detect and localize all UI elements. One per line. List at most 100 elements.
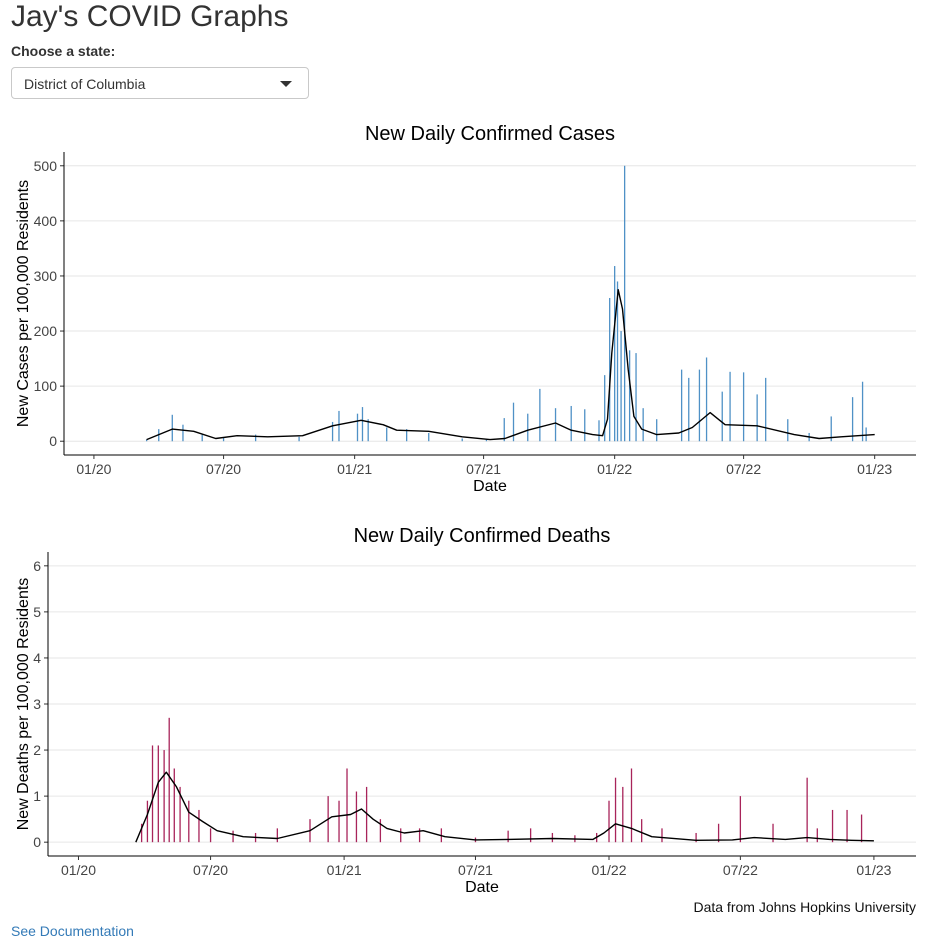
cases-bar [485, 439, 488, 442]
cases-bar [721, 391, 723, 442]
deaths-bar [346, 768, 348, 843]
cases-y-tick-label: 100 [34, 378, 58, 394]
cases-bar [171, 414, 173, 442]
cases-bar [865, 427, 867, 442]
deaths-bar [772, 823, 774, 843]
deaths-x-tick-label: 01/22 [591, 862, 626, 878]
cases-bar [367, 419, 369, 442]
state-select-label: Choose a state: [11, 43, 116, 59]
deaths-x-tick-label: 07/22 [723, 862, 758, 878]
deaths-bar [355, 791, 358, 843]
documentation-link[interactable]: See Documentation [11, 923, 134, 939]
deaths-bar [641, 819, 643, 843]
deaths-bar [232, 830, 234, 843]
app-title: Jay's COVID Graphs [11, 0, 289, 33]
cases-bar [428, 432, 430, 442]
cases-bar [298, 436, 300, 442]
cases-bar [503, 418, 505, 442]
deaths-bar [622, 786, 624, 843]
cases-bar [688, 377, 690, 442]
deaths-bar [163, 750, 165, 843]
deaths-y-tick-label: 3 [33, 696, 41, 712]
cases-bar [182, 424, 184, 442]
cases-x-tick-label: 01/21 [337, 461, 372, 477]
deaths-bar [739, 796, 742, 843]
cases-bar [386, 427, 388, 442]
cases-trend-line [146, 288, 875, 441]
cases-bar [461, 438, 463, 442]
cases-bar [554, 408, 557, 442]
deaths-bar [400, 828, 402, 843]
deaths-bar [365, 786, 368, 843]
deaths-y-tick-label: 2 [33, 742, 41, 758]
deaths-bar [146, 800, 149, 843]
cases-bar [830, 416, 832, 442]
cases-bar [729, 371, 731, 442]
cases-x-tick-label: 07/22 [726, 461, 761, 477]
cases-bar [742, 372, 745, 442]
cases-bar [145, 439, 148, 442]
deaths-bar [529, 828, 532, 843]
cases-bar [539, 388, 541, 442]
cases-bar [698, 369, 701, 442]
cases-bar [406, 429, 408, 442]
deaths-bar [551, 832, 554, 843]
deaths-title: New Daily Confirmed Deaths [354, 525, 611, 547]
cases-y-axis-label: New Cases per 100,000 Residents [15, 180, 32, 427]
cases-bar [851, 397, 854, 442]
cases-bar [584, 409, 586, 442]
deaths-bar [717, 823, 720, 843]
deaths-bar [831, 809, 834, 843]
state-select[interactable]: District of Columbia [11, 67, 309, 99]
cases-bar [512, 402, 515, 442]
cases-chart: New Daily Confirmed Cases 0 100 200 300 400 50… [15, 123, 916, 495]
deaths-bar [157, 745, 159, 843]
cases-x-tick-label: 01/20 [76, 461, 111, 477]
deaths-x-tick-label: 01/21 [327, 862, 362, 878]
cases-bar [623, 165, 626, 442]
deaths-chart: New Daily Confirmed Deaths 0 1 2 3 4 5 6 01/20 07… [15, 525, 916, 896]
cases-bar [570, 405, 572, 442]
cases-bar [222, 437, 225, 442]
deaths-bar [209, 828, 212, 843]
deaths-bar [507, 830, 509, 843]
deaths-bar [661, 828, 663, 843]
cases-bar [598, 420, 600, 442]
cases-bar [361, 407, 364, 442]
cases-y-tick-label: 0 [49, 433, 57, 449]
deaths-y-tick-label: 1 [33, 788, 41, 804]
deaths-bar [630, 768, 633, 843]
deaths-bar [338, 800, 340, 843]
deaths-trend-line [135, 771, 874, 843]
deaths-x-tick-label: 01/23 [856, 862, 891, 878]
deaths-bar [140, 823, 143, 843]
cases-bar [635, 353, 637, 442]
cases-y-tick-label: 300 [34, 268, 58, 284]
cases-y-tick-label: 500 [34, 158, 58, 174]
data-source-credit: Data from Johns Hopkins University [693, 899, 916, 915]
deaths-y-axis-label: New Deaths per 100,000 Residents [15, 578, 32, 831]
deaths-bar [418, 828, 421, 843]
deaths-bar [614, 777, 617, 843]
deaths-y-tick-label: 5 [33, 604, 41, 620]
deaths-x-axis-label: Date [465, 879, 499, 896]
cases-bar [765, 377, 767, 442]
cases-bar [656, 419, 658, 442]
cases-bar [620, 331, 622, 442]
deaths-bar [179, 786, 181, 843]
deaths-bar [695, 832, 697, 843]
cases-bar [787, 419, 789, 442]
deaths-bar [379, 819, 382, 843]
deaths-bar [168, 717, 170, 843]
cases-bar [642, 408, 644, 442]
cases-bar [356, 413, 359, 442]
deaths-bar [860, 814, 863, 843]
cases-bar [861, 381, 864, 442]
cases-title: New Daily Confirmed Cases [365, 123, 615, 145]
deaths-x-tick-label: 07/20 [193, 862, 228, 878]
cases-bar [527, 413, 529, 442]
cases-y-tick-label: 200 [34, 323, 58, 339]
deaths-y-tick-label: 4 [33, 650, 41, 666]
deaths-x-tick-label: 01/20 [61, 862, 96, 878]
cases-bar [705, 357, 708, 442]
